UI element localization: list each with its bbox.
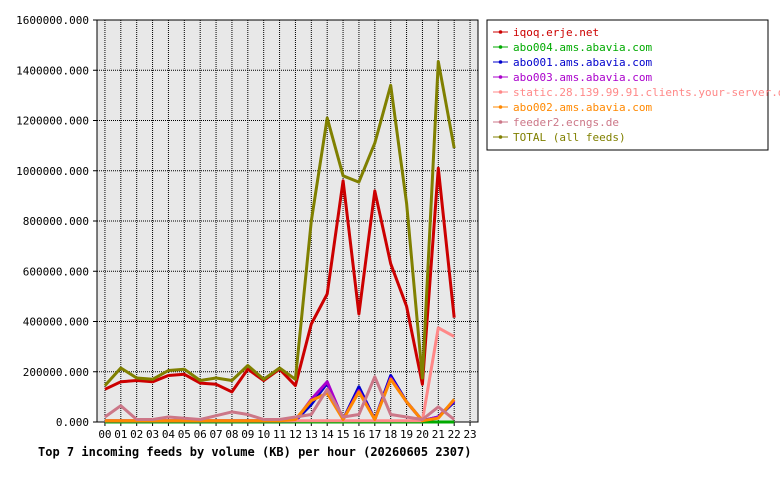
x-tick-label: 10 [257, 428, 270, 441]
legend-label: TOTAL (all feeds) [513, 131, 626, 144]
x-tick-label: 04 [162, 428, 176, 441]
x-tick-label: 15 [336, 428, 349, 441]
legend-marker [498, 75, 503, 79]
series-lines [103, 60, 456, 424]
series-line [103, 60, 456, 387]
x-tick-label: 09 [241, 428, 254, 441]
x-tick-label: 03 [146, 428, 159, 441]
x-tick-label: 07 [209, 428, 222, 441]
x-tick-label: 01 [114, 428, 127, 441]
x-tick-label: 02 [130, 428, 143, 441]
legend-marker [498, 30, 503, 34]
x-tick-label: 08 [225, 428, 238, 441]
x-tick-label: 23 [463, 428, 476, 441]
x-tick-label: 13 [305, 428, 318, 441]
y-tick-label: 200000.000 [23, 366, 89, 379]
x-tick-label: 14 [321, 428, 335, 441]
x-tick-label: 19 [400, 428, 413, 441]
x-tick-label: 06 [194, 428, 207, 441]
x-axis: 00 01 02 03 04 05 06 07 08 09 10 11 12 13 14 15 16 17 18 19… [98, 422, 477, 441]
x-tick-label: 17 [368, 428, 381, 441]
legend-label: abo004.ams.abavia.com [513, 41, 652, 54]
x-tick-label: 00 [98, 428, 111, 441]
legend-label: abo003.ams.abavia.com [513, 71, 652, 84]
chart-title: Top 7 incoming feeds by volume (KB) per … [38, 445, 471, 459]
legend-label: feeder2.ecngs.de [513, 116, 619, 129]
legend-label: iqoq.erje.net [513, 26, 599, 39]
legend: iqoq.erje.net abo004.ams.abavia.com abo001… [486, 19, 780, 151]
legend-marker [498, 60, 503, 64]
legend-box [486, 19, 769, 151]
y-tick-label: 1200000.000 [16, 115, 89, 128]
x-tick-label: 21 [432, 428, 445, 441]
series-line [104, 375, 456, 421]
x-tick-label: 11 [273, 428, 286, 441]
y-tick-label: 800000.000 [23, 215, 89, 228]
legend-label: abo002.ams.abavia.com [513, 101, 652, 114]
x-tick-label: 22 [448, 428, 461, 441]
y-tick-label: 1400000.000 [16, 64, 89, 77]
grid [97, 19, 478, 423]
legend-marker [498, 105, 503, 109]
y-tick-label: 600000.000 [23, 265, 89, 278]
y-tick-label: 1000000.000 [16, 165, 89, 178]
legend-marker [498, 90, 503, 94]
y-tick-label: 400000.000 [23, 316, 89, 329]
y-tick-label: 1600000.000 [16, 14, 89, 27]
y-tick-label: 0.000 [56, 416, 89, 429]
legend-label: abo001.ams.abavia.com [513, 56, 652, 69]
legend-marker [498, 120, 503, 124]
y-axis: 0.000 200000.000 400000.000 600000.000 80000… [16, 14, 97, 429]
x-tick-label: 12 [289, 428, 302, 441]
legend-marker [498, 135, 503, 139]
x-tick-label: 05 [178, 428, 191, 441]
x-tick-label: 16 [352, 428, 365, 441]
legend-label: static.28.139.99.91.clients.your-server.… [513, 86, 780, 99]
x-tick-label: 18 [384, 428, 397, 441]
x-tick-label: 20 [416, 428, 429, 441]
legend-marker [498, 45, 503, 49]
